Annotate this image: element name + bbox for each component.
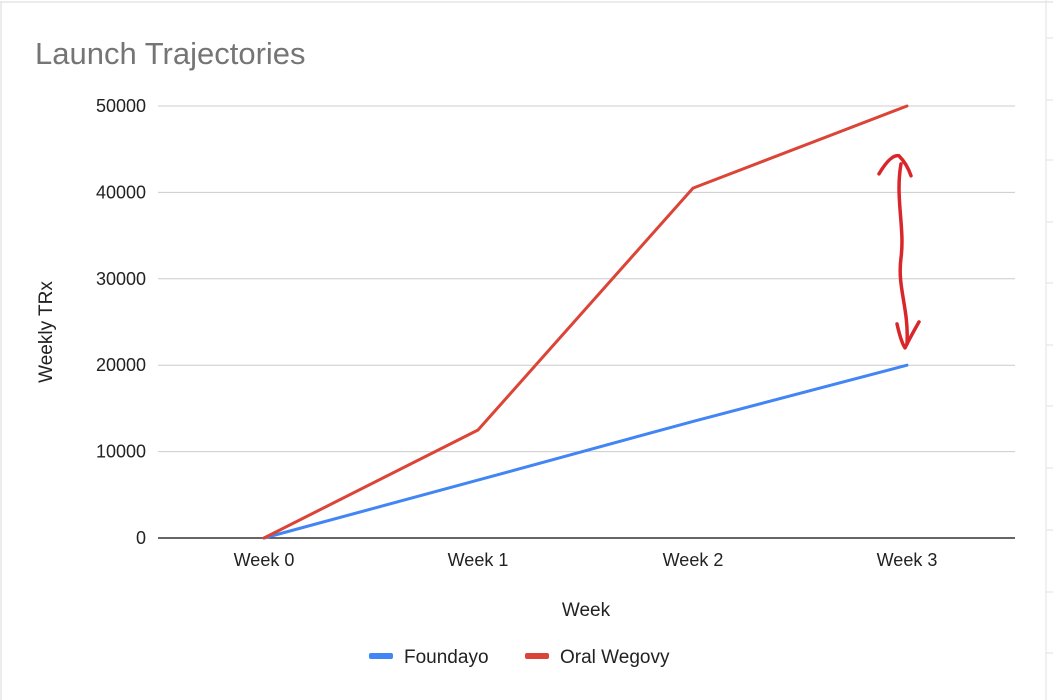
y-tick-label: 30000 bbox=[96, 269, 146, 289]
y-tick-label: 20000 bbox=[96, 355, 146, 375]
legend-swatch-foundayo bbox=[369, 653, 393, 659]
series-line-foundayo[interactable] bbox=[262, 363, 909, 540]
legend-item-foundayo[interactable]: Foundayo bbox=[369, 647, 489, 668]
y-tick-label: 0 bbox=[136, 528, 146, 548]
legend: Foundayo Oral Wegovy bbox=[369, 647, 670, 668]
chart-title: Launch Trajectories bbox=[35, 36, 306, 71]
legend-item-oral-wegovy[interactable]: Oral Wegovy bbox=[525, 647, 670, 668]
x-axis-ticks: Week 0 Week 1 Week 2 Week 3 bbox=[234, 550, 938, 570]
y-axis-title: Weekly TRx bbox=[36, 281, 57, 383]
legend-swatch-oral-wegovy bbox=[525, 653, 549, 659]
y-axis-ticks: 0 10000 20000 30000 40000 50000 bbox=[96, 96, 146, 548]
arrow-head-bottom bbox=[895, 320, 921, 350]
y-tick-label: 10000 bbox=[96, 442, 146, 462]
x-tick-label: Week 0 bbox=[234, 550, 295, 570]
x-tick-label: Week 1 bbox=[448, 550, 509, 570]
x-tick-label: Week 3 bbox=[877, 550, 938, 570]
arrow-shaft bbox=[897, 162, 909, 346]
y-tick-label: 40000 bbox=[96, 182, 146, 202]
y-tick-label: 50000 bbox=[96, 96, 146, 116]
series-lines bbox=[262, 104, 909, 540]
legend-label-foundayo: Foundayo bbox=[404, 647, 489, 668]
arrow-head-top bbox=[877, 153, 913, 178]
series-line-oral-wegovy[interactable] bbox=[262, 104, 909, 540]
legend-label-oral-wegovy: Oral Wegovy bbox=[560, 647, 670, 668]
difference-arrow-annotation bbox=[877, 153, 921, 350]
x-tick-label: Week 2 bbox=[663, 550, 724, 570]
x-axis-title: Week bbox=[562, 600, 611, 621]
gridlines bbox=[158, 105, 1015, 539]
